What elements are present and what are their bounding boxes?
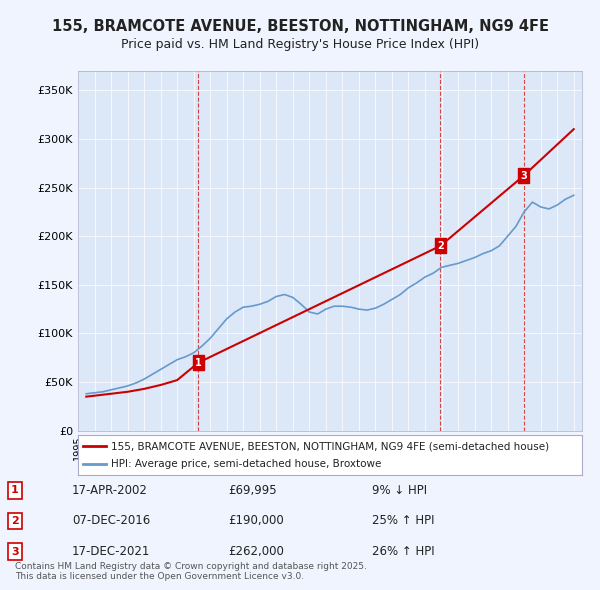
Text: 17-APR-2002: 17-APR-2002: [72, 484, 148, 497]
Text: 1: 1: [195, 358, 202, 368]
Text: 07-DEC-2016: 07-DEC-2016: [72, 514, 150, 527]
Text: £69,995: £69,995: [228, 484, 277, 497]
Text: 17-DEC-2021: 17-DEC-2021: [72, 545, 151, 558]
Text: 3: 3: [520, 171, 527, 181]
Text: 25% ↑ HPI: 25% ↑ HPI: [372, 514, 434, 527]
Text: 9% ↓ HPI: 9% ↓ HPI: [372, 484, 427, 497]
Text: £190,000: £190,000: [228, 514, 284, 527]
Text: 3: 3: [11, 547, 19, 556]
Text: 1: 1: [11, 486, 19, 495]
Text: 2: 2: [11, 516, 19, 526]
Text: 26% ↑ HPI: 26% ↑ HPI: [372, 545, 434, 558]
Text: 155, BRAMCOTE AVENUE, BEESTON, NOTTINGHAM, NG9 4FE: 155, BRAMCOTE AVENUE, BEESTON, NOTTINGHA…: [52, 19, 548, 34]
Text: £262,000: £262,000: [228, 545, 284, 558]
Text: Contains HM Land Registry data © Crown copyright and database right 2025.
This d: Contains HM Land Registry data © Crown c…: [15, 562, 367, 581]
Text: 155, BRAMCOTE AVENUE, BEESTON, NOTTINGHAM, NG9 4FE (semi-detached house): 155, BRAMCOTE AVENUE, BEESTON, NOTTINGHA…: [111, 441, 549, 451]
Text: HPI: Average price, semi-detached house, Broxtowe: HPI: Average price, semi-detached house,…: [111, 458, 381, 468]
Text: 2: 2: [437, 241, 444, 251]
Text: Price paid vs. HM Land Registry's House Price Index (HPI): Price paid vs. HM Land Registry's House …: [121, 38, 479, 51]
